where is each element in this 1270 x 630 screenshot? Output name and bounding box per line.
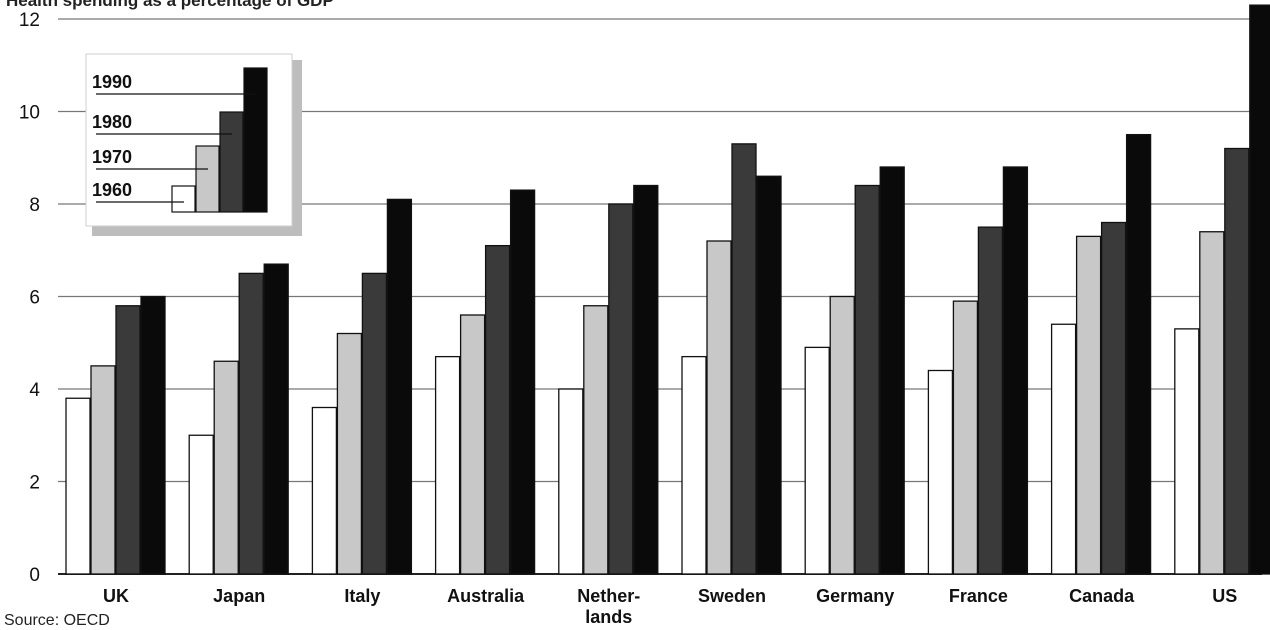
bar-1990 <box>879 166 905 575</box>
bar-1960 <box>311 406 338 575</box>
bar-1980 <box>854 184 880 575</box>
bar-1960 <box>188 434 214 575</box>
bar-1990 <box>1002 166 1029 575</box>
bar-1990 <box>140 295 166 575</box>
bar-1990 <box>1125 133 1152 575</box>
legend-label: 1990 <box>92 72 132 92</box>
bar-1970 <box>459 314 486 575</box>
bar-1960 <box>1050 323 1077 575</box>
bar-1980 <box>977 226 1004 575</box>
bar-1990 <box>386 198 413 575</box>
category-label: Nether-lands <box>577 586 640 627</box>
y-tick-label: 6 <box>29 288 40 309</box>
y-tick-label: 2 <box>29 473 40 494</box>
bar-1960 <box>804 346 830 575</box>
bar-1980 <box>1224 147 1250 575</box>
category-label: France <box>949 586 1008 606</box>
bar-1970 <box>706 240 732 575</box>
y-tick-label: 4 <box>29 380 40 401</box>
bars <box>65 4 1270 575</box>
bar-1960 <box>65 397 91 575</box>
bar-1980 <box>608 203 634 575</box>
legend-label: 1960 <box>92 180 132 200</box>
category-labels: UK Japan Italy Australia Nether-lands Sweden G… <box>103 586 1237 627</box>
category-label: Australia <box>447 586 525 606</box>
bar-1960 <box>927 369 954 575</box>
y-tick-label: 10 <box>19 103 40 124</box>
source-note: Source: OECD <box>4 612 110 629</box>
bar-1970 <box>1075 235 1102 575</box>
bar-1970 <box>829 295 855 575</box>
legend: 1960 1970 1980 1990 <box>85 53 302 236</box>
bar-1970 <box>213 360 239 575</box>
category-label: Canada <box>1069 586 1135 606</box>
y-tick-label: 12 <box>19 10 40 31</box>
bar-1990 <box>756 175 782 575</box>
bar-1970 <box>90 365 116 575</box>
bar-1980 <box>731 143 757 575</box>
bar-1960 <box>558 388 584 575</box>
bar-1970 <box>1199 231 1225 575</box>
bar-1980 <box>1100 221 1127 575</box>
legend-swatch-1960 <box>171 185 196 213</box>
bar-1990 <box>1249 4 1270 575</box>
bar-1970 <box>336 332 363 575</box>
legend-swatch-1990 <box>243 67 268 213</box>
category-label: Germany <box>816 586 894 606</box>
legend-swatch-1980 <box>219 111 244 213</box>
bar-1970 <box>583 305 609 575</box>
bar-1990 <box>263 263 289 575</box>
bar-1980 <box>361 272 388 575</box>
bar-1960 <box>434 355 461 575</box>
y-tick-label: 0 <box>29 565 40 586</box>
bar-1980 <box>484 244 511 575</box>
bar-1960 <box>681 355 707 575</box>
legend-label: 1980 <box>92 112 132 132</box>
chart-title: Health spending as a percentage of GDP <box>6 0 334 10</box>
category-label: Sweden <box>698 586 766 606</box>
bar-1990 <box>633 184 659 575</box>
bar-1990 <box>509 189 536 575</box>
category-label: UK <box>103 586 129 606</box>
y-axis-ticks: 0 2 4 6 8 10 12 <box>19 10 41 586</box>
bar-1980 <box>238 272 264 575</box>
bar-1960 <box>1174 328 1200 575</box>
y-tick-label: 8 <box>29 195 40 216</box>
legend-swatch-1970 <box>195 145 220 213</box>
legend-label: 1970 <box>92 147 132 167</box>
bar-1980 <box>115 305 141 575</box>
category-label: Japan <box>213 586 265 606</box>
category-label: Italy <box>344 586 380 606</box>
category-label: US <box>1212 586 1237 606</box>
bar-1970 <box>952 300 979 575</box>
